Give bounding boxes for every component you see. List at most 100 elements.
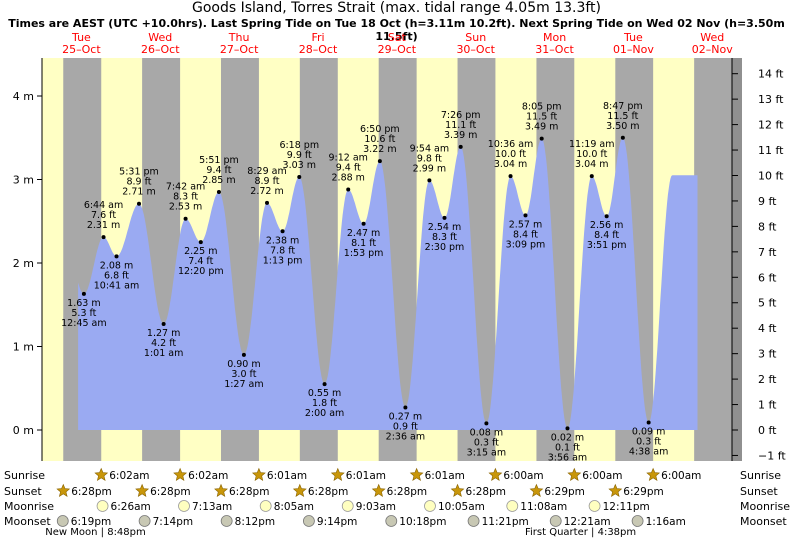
sunrise-star-icon — [567, 467, 582, 481]
high-tide-label: 2.53 m — [169, 202, 202, 213]
tide-point — [198, 240, 203, 245]
moonset-time: 11:21pm — [482, 516, 529, 528]
sunrise-time: 6:02am — [109, 470, 149, 482]
high-tide-label: 9.8 ft — [417, 153, 442, 164]
sunrise-time: 6:01am — [346, 470, 386, 482]
high-tide-label: 2.85 m — [202, 175, 235, 186]
moonrise-circle-icon — [178, 500, 190, 512]
moonset-circle-icon — [56, 515, 69, 527]
moonset-time: 8:12pm — [235, 516, 275, 528]
high-tide-label: 10.6 ft — [364, 134, 395, 145]
y-tick-label-ft: 5 ft — [758, 297, 777, 310]
sunset-star-icon — [292, 483, 307, 497]
sunset-time: 6:28pm — [150, 486, 190, 498]
high-tide-label: 6:18 pm — [279, 140, 319, 151]
low-tide-label: 2:00 am — [305, 408, 344, 419]
moon-phase-note: First Quarter | 4:38pm — [525, 527, 636, 538]
low-tide-label: 2.56 m — [590, 220, 623, 231]
row-label-right: Moonrise — [740, 500, 790, 513]
low-tide-label: 2.54 m — [428, 222, 461, 233]
high-tide-label: 8:05 pm — [522, 102, 562, 113]
moonset-time: 6:19pm — [71, 516, 111, 528]
high-tide-label: 8:47 pm — [603, 101, 643, 112]
high-tide-label: 9.9 ft — [287, 150, 312, 161]
y-tick-label-ft: 10 ft — [758, 169, 784, 182]
low-tide-label: 3:56 am — [548, 452, 587, 463]
low-tide-label: 0.9 ft — [393, 421, 418, 432]
row-label-left: Moonset — [4, 515, 51, 528]
high-tide-label: 7:42 am — [166, 182, 205, 193]
day-date: 29–Oct — [378, 43, 417, 56]
sunset-star-icon — [56, 483, 71, 497]
day-name: Thu — [228, 31, 250, 44]
sunset-star-icon — [135, 483, 150, 497]
sunset-time: 6:29pm — [623, 486, 663, 498]
low-tide-label: 3:51 pm — [587, 240, 627, 251]
high-tide-label: 8:29 am — [247, 166, 286, 177]
sunset-star-icon — [214, 483, 228, 497]
tide-point — [136, 201, 141, 206]
tide-point — [539, 136, 544, 141]
sunrise-time: 6:00am — [503, 470, 543, 482]
y-tick-label-m: 2 m — [13, 257, 34, 270]
sunset-time: 6:29pm — [544, 486, 584, 498]
tide-point — [346, 187, 351, 192]
high-tide-label: 5:51 pm — [199, 155, 239, 166]
tide-point — [241, 352, 246, 357]
low-tide-label: 10:41 am — [94, 280, 139, 291]
day-name: Tue — [71, 31, 91, 44]
moonset-time: 1:16am — [646, 516, 686, 528]
low-tide-label: 0.08 m — [470, 427, 503, 438]
day-date: 01–Nov — [613, 43, 654, 56]
day-date: 25–Oct — [62, 43, 101, 56]
day-date: 26–Oct — [141, 43, 180, 56]
high-tide-label: 3.49 m — [525, 122, 558, 133]
sunrise-time: 6:01am — [267, 470, 307, 482]
low-tide-label: 2.25 m — [184, 246, 217, 257]
low-tide-label: 0.3 ft — [636, 436, 661, 447]
y-tick-label-ft: 14 ft — [758, 68, 784, 81]
high-tide-label: 7.6 ft — [91, 210, 116, 221]
sunset-time: 6:28pm — [466, 486, 506, 498]
daylight-band — [42, 58, 64, 461]
tide-point — [101, 235, 106, 240]
high-tide-label: 9.4 ft — [206, 165, 231, 176]
sunset-star-icon — [450, 483, 465, 497]
y-tick-label-ft: 0 ft — [758, 424, 777, 437]
low-tide-label: 1.63 m — [67, 298, 100, 309]
moonset-time: 9:14pm — [317, 516, 357, 528]
y-tick-label-ft: 9 ft — [758, 195, 777, 208]
day-name: Wed — [700, 31, 724, 44]
low-tide-label: 8.1 ft — [351, 238, 376, 249]
moonrise-time: 8:05am — [274, 501, 314, 513]
tide-point — [265, 200, 270, 205]
low-tide-label: 2:30 pm — [425, 242, 465, 253]
tide-point — [297, 174, 302, 179]
y-tick-label-ft: 12 ft — [758, 119, 784, 132]
tide-point — [216, 190, 221, 195]
day-name: Tue — [623, 31, 643, 44]
row-label-right: Moonset — [740, 515, 787, 528]
tide-area — [78, 137, 698, 431]
tide-point — [322, 382, 327, 387]
high-tide-label: 2.99 m — [413, 163, 446, 174]
sunrise-star-icon — [409, 467, 424, 481]
tide-point — [361, 221, 366, 226]
moonset-circle-icon — [385, 515, 398, 527]
high-tide-label: 11.1 ft — [445, 120, 476, 131]
day-date: 30–Oct — [456, 43, 495, 56]
low-tide-label: 2.08 m — [100, 260, 133, 271]
low-tide-label: 1.27 m — [147, 328, 180, 339]
moonset-circle-icon — [467, 515, 480, 527]
low-tide-label: 0.90 m — [227, 359, 260, 370]
low-tide-label: 1.8 ft — [312, 398, 337, 409]
sunset-time: 6:28pm — [387, 486, 427, 498]
moonrise-circle-icon — [341, 500, 354, 512]
tide-point — [377, 159, 382, 164]
sunrise-star-icon — [488, 467, 503, 481]
high-tide-label: 3.50 m — [606, 121, 639, 132]
day-date: 02–Nov — [692, 43, 733, 56]
moonset-circle-icon — [631, 515, 644, 527]
low-tide-label: 7.4 ft — [188, 256, 213, 267]
